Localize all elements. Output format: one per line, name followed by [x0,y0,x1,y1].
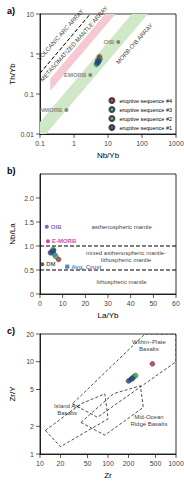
svg-text:Nb/Yb: Nb/Yb [97,151,120,160]
svg-text:Basalts: Basalts [57,410,77,416]
svg-text:a): a) [7,6,15,16]
svg-text:10: 10 [36,460,44,467]
svg-text:1000: 1000 [168,140,184,147]
svg-text:DM: DM [46,261,55,267]
svg-text:Within–Plate: Within–Plate [132,339,166,345]
svg-text:1000: 1000 [168,460,184,467]
svg-text:eruptive sequence #4: eruptive sequence #4 [119,98,172,104]
svg-text:10: 10 [59,300,67,307]
svg-text:OIB: OIB [51,224,62,230]
svg-text:20: 20 [26,331,34,338]
svg-text:lithospheric mantle: lithospheric mantle [101,257,152,263]
svg-text:Basalts: Basalts [139,346,159,352]
svg-text:Island Arc: Island Arc [54,403,80,409]
svg-text:10: 10 [26,11,34,18]
svg-text:20: 20 [57,460,65,467]
svg-text:NMORB: NMORB [40,107,63,113]
svg-text:eruptive sequence #2: eruptive sequence #2 [119,116,172,122]
svg-text:200: 200 [123,460,135,467]
svg-text:La/Yb: La/Yb [98,311,119,320]
svg-text:1: 1 [30,51,34,58]
svg-text:Avg. Crust: Avg. Crust [71,264,101,270]
svg-text:OIB: OIB [104,39,115,45]
svg-text:0.1: 0.1 [35,140,45,147]
svg-text:Th/Yb: Th/Yb [8,63,17,85]
svg-text:60: 60 [172,300,180,307]
svg-text:50: 50 [149,300,157,307]
svg-text:MORB-OIB ARRAY: MORB-OIB ARRAY [115,22,154,65]
svg-text:Nb/La: Nb/La [8,223,17,245]
svg-text:2.0: 2.0 [24,195,34,202]
svg-text:EMORB: EMORB [64,72,87,78]
svg-text:Zr: Zr [104,471,112,480]
svg-text:b): b) [7,166,16,176]
svg-text:0: 0 [30,291,34,298]
svg-text:10: 10 [104,140,112,147]
svg-text:2: 2 [30,423,34,430]
svg-text:asthenospheric mantle: asthenospheric mantle [91,224,152,230]
svg-text:40: 40 [127,300,135,307]
svg-text:10: 10 [26,358,34,365]
svg-text:eruptive sequence #3: eruptive sequence #3 [119,107,172,113]
svg-text:METASOMATIZED MANTLE ARRAY: METASOMATIZED MANTLE ARRAY [39,5,109,83]
svg-text:Ridge Basalts: Ridge Basalts [130,421,167,427]
svg-text:E-MORB: E-MORB [52,238,77,244]
svg-text:0: 0 [38,300,42,307]
svg-text:c): c) [7,326,15,336]
svg-text:VOLCANIC ARC ARRAY: VOLCANIC ARC ARRAY [36,8,85,62]
svg-text:1.5: 1.5 [24,219,34,226]
svg-text:1: 1 [72,140,76,147]
svg-text:100: 100 [102,460,114,467]
svg-text:1.0: 1.0 [24,243,34,250]
svg-text:1: 1 [30,451,34,458]
svg-text:100: 100 [136,140,148,147]
svg-text:0.01: 0.01 [20,131,34,138]
svg-text:mixed asthenospheric mantle-: mixed asthenospheric mantle- [86,250,166,256]
svg-text:0.5: 0.5 [24,267,34,274]
svg-text:eruptive sequence #1: eruptive sequence #1 [119,125,172,131]
svg-text:lithospheric mantle: lithospheric mantle [97,279,148,285]
svg-text:0.1: 0.1 [24,91,34,98]
svg-text:20: 20 [81,300,89,307]
svg-text:50: 50 [84,460,92,467]
svg-text:Mid-Ocean: Mid-Ocean [134,414,163,420]
svg-text:Zr/Y: Zr/Y [8,386,17,402]
svg-text:5: 5 [30,386,34,393]
svg-text:30: 30 [104,300,112,307]
svg-text:500: 500 [150,460,162,467]
